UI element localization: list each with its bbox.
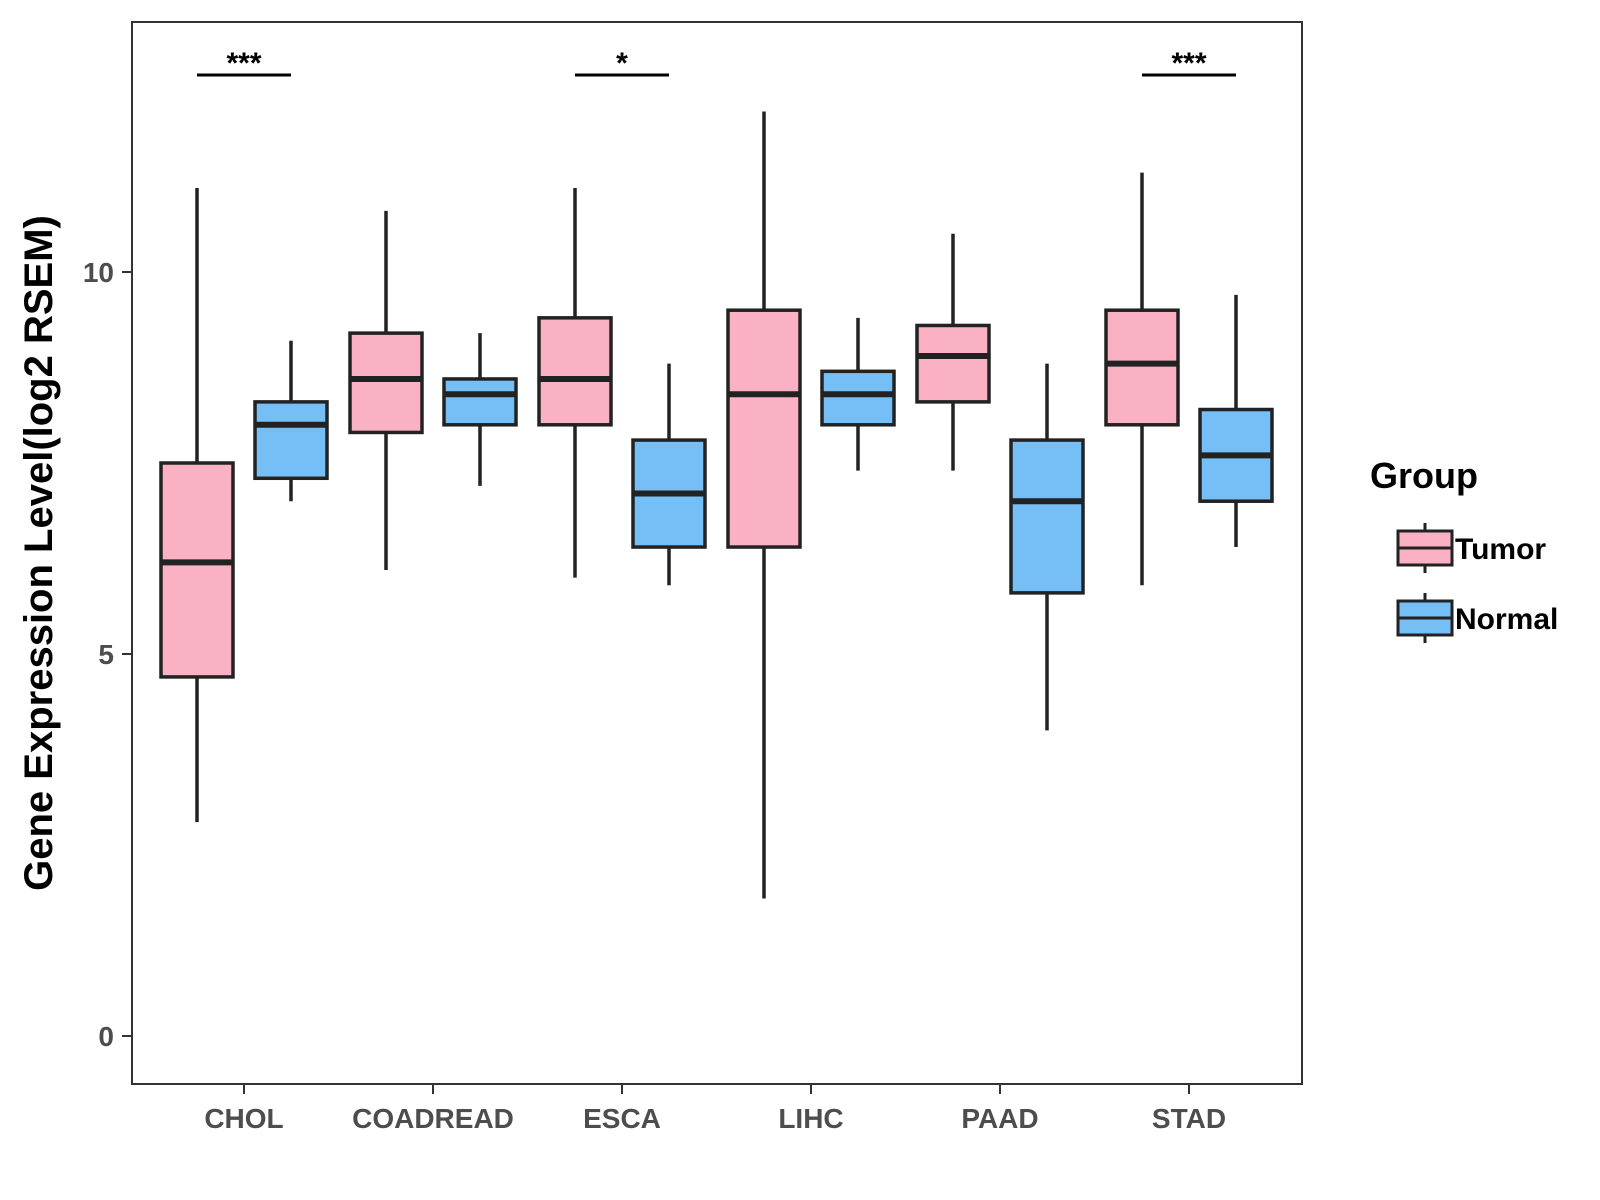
box-iqr: [915, 323, 991, 404]
x-tick-label: COADREAD: [352, 1103, 514, 1134]
y-tick-label: 10: [83, 257, 114, 288]
significance-chol: ***: [197, 47, 291, 80]
boxes-layer: [159, 111, 1274, 899]
legend-key-tumor: Tumor: [1396, 523, 1546, 573]
box-tumor-lihc: [726, 111, 802, 899]
box-iqr: [159, 461, 235, 679]
y-tick-label: 0: [98, 1021, 114, 1052]
box-tumor-stad: [1104, 172, 1180, 586]
box-iqr: [537, 316, 613, 427]
significance-label: *: [616, 47, 628, 80]
x-tick-label: PAAD: [961, 1103, 1038, 1134]
x-tick-label: ESCA: [583, 1103, 661, 1134]
box-normal-chol: [253, 340, 329, 502]
significance-esca: *: [575, 47, 669, 80]
legend-title: Group: [1370, 455, 1478, 496]
y-tick-label: 5: [98, 639, 114, 670]
significance-layer: *** * ***: [197, 47, 1236, 80]
box-tumor-paad: [915, 233, 991, 471]
box-normal-paad: [1009, 363, 1085, 731]
legend-label-normal: Normal: [1455, 603, 1558, 636]
x-tick-label: CHOL: [204, 1103, 283, 1134]
significance-label: ***: [1171, 47, 1206, 80]
box-normal-coadread: [442, 333, 518, 486]
box-tumor-chol: [159, 187, 235, 823]
box-iqr: [1009, 438, 1085, 595]
box-normal-lihc: [820, 317, 896, 471]
y-axis-label: Gene Expression Level(log2 RSEM): [17, 215, 61, 891]
box-iqr: [253, 400, 329, 481]
box-normal-esca: [631, 363, 707, 586]
significance-stad: ***: [1142, 47, 1236, 80]
box-tumor-coadread: [348, 210, 424, 570]
box-iqr: [820, 369, 896, 427]
x-tick-label: LIHC: [778, 1103, 843, 1134]
box-iqr: [1104, 308, 1180, 427]
box-tumor-esca: [537, 187, 613, 578]
box-iqr: [726, 308, 802, 549]
box-normal-stad: [1198, 294, 1274, 548]
plot-panel-border: [131, 21, 1303, 1085]
y-axis: 0 5 10: [83, 257, 132, 1052]
legend: Group Tumor Normal: [1370, 455, 1558, 643]
x-axis: CHOL COADREAD ESCA LIHC PAAD STAD: [204, 1084, 1226, 1134]
box-iqr: [442, 377, 518, 427]
x-tick-label: STAD: [1152, 1103, 1226, 1134]
significance-label: ***: [226, 47, 261, 80]
box-iqr: [348, 331, 424, 435]
legend-label-tumor: Tumor: [1455, 533, 1546, 566]
legend-key-normal: Normal: [1396, 593, 1558, 643]
